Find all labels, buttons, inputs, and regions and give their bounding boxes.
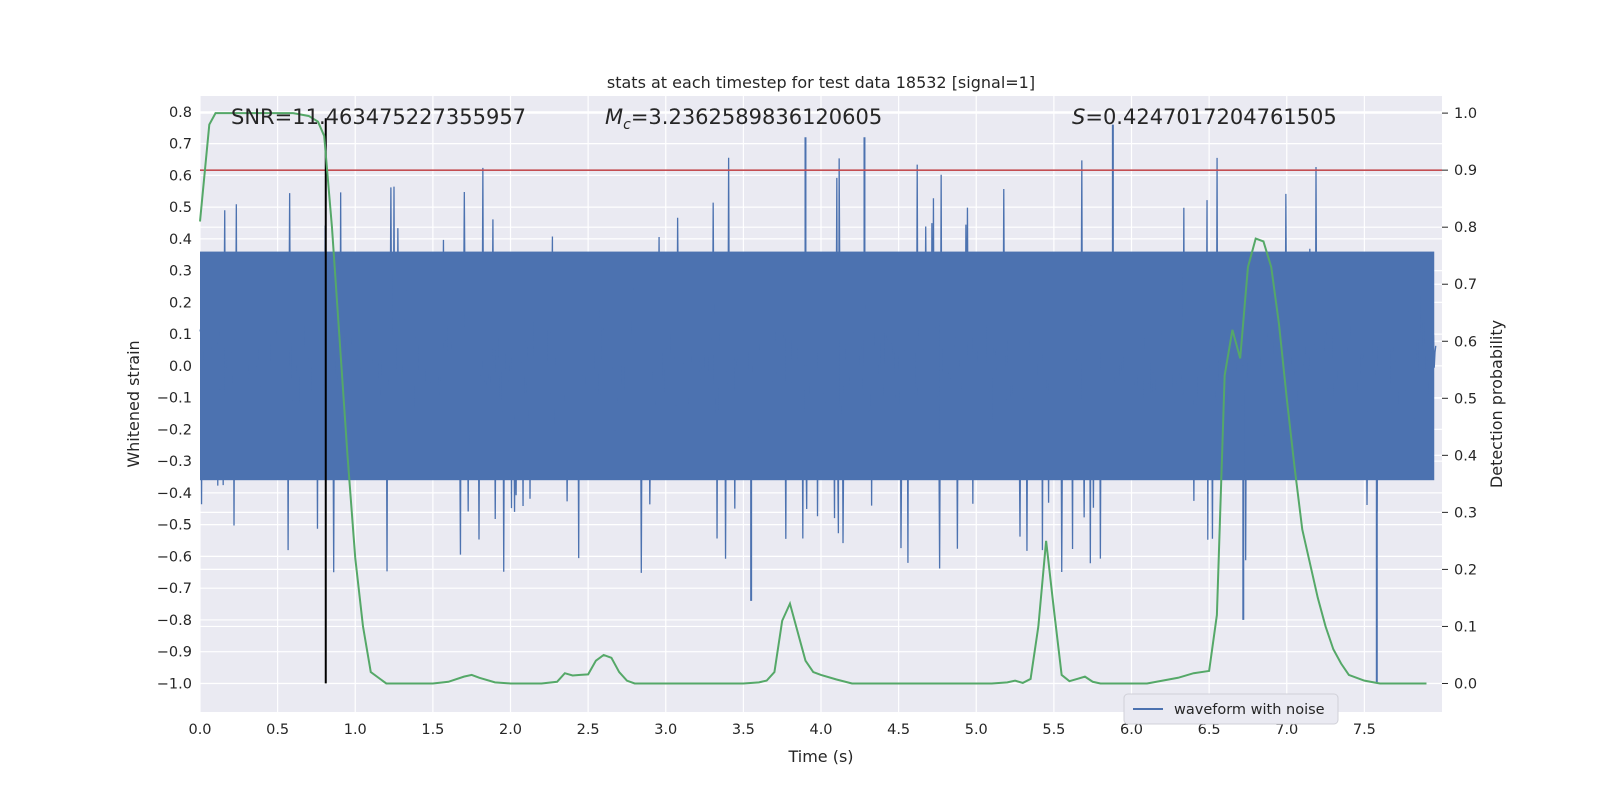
right-y-tick-label: 0.3	[1454, 505, 1477, 521]
left-y-tick-label: −0.6	[157, 549, 192, 565]
x-tick-label: 2.5	[577, 722, 600, 738]
chirp-mass-value: =3.2362589836120605	[631, 105, 882, 129]
x-axis-label: Time (s)	[787, 747, 853, 766]
x-tick-label: 4.5	[887, 722, 910, 738]
x-tick-label: 0.5	[266, 722, 289, 738]
x-tick-label: 0.0	[188, 722, 211, 738]
right-y-tick-label: 0.6	[1454, 334, 1477, 350]
chirp-mass-subscript: c	[623, 117, 631, 133]
x-tick-label: 7.5	[1353, 722, 1376, 738]
chirp-mass-symbol: M	[605, 105, 623, 129]
left-y-tick-label: 0.6	[169, 168, 192, 184]
x-tick-label: 5.5	[1042, 722, 1065, 738]
left-y-tick-label: 0.3	[169, 264, 192, 280]
probability-series	[199, 112, 1427, 685]
overlay-lines	[200, 118, 1442, 684]
x-tick-label: 3.0	[654, 722, 677, 738]
x-tick-label: 4.0	[809, 722, 832, 738]
statistic-value: =0.4247017204761505	[1085, 105, 1336, 129]
left-y-tick-label: −0.7	[157, 581, 192, 597]
left-y-axis-label: Whitened strain	[124, 340, 143, 467]
left-y-tick-label: 0.0	[169, 359, 192, 375]
waveform-line	[199, 157, 1437, 573]
right-y-axis-label: Detection probability	[1487, 320, 1506, 488]
left-y-tick-label: −0.8	[157, 613, 192, 629]
right-y-tick-label: 0.5	[1454, 391, 1477, 407]
right-y-tick-label: 0.2	[1454, 562, 1477, 578]
x-tick-label: 6.5	[1198, 722, 1221, 738]
left-y-tick-label: −0.4	[157, 486, 192, 502]
x-tick-label: 3.5	[732, 722, 755, 738]
x-tick-label: 6.0	[1120, 722, 1143, 738]
right-y-tick-label: 0.1	[1454, 619, 1477, 635]
right-y-tick-label: 1.0	[1454, 106, 1477, 122]
left-y-tick-label: −0.2	[157, 422, 192, 438]
left-y-tick-label: 0.5	[169, 200, 192, 216]
left-y-tick-label: 0.8	[169, 105, 192, 121]
legend-box	[1123, 693, 1339, 725]
left-y-tick-label: 0.2	[169, 295, 192, 311]
left-y-tick-label: −0.1	[157, 391, 192, 407]
left-y-axis-ticks: 0.8 0.7 0.6 0.5 0.4 0.3 0.2 0.1 0.0 −0.1 −0.2 −0.3 −…	[157, 105, 192, 693]
x-tick-label: 5.0	[965, 722, 988, 738]
right-y-tick-label: 0.0	[1454, 676, 1477, 692]
left-y-tick-label: 0.1	[169, 327, 192, 343]
left-y-tick-label: 0.4	[169, 232, 192, 248]
left-y-tick-label: −0.3	[157, 454, 192, 470]
left-y-tick-label: 0.7	[169, 137, 192, 153]
legend: waveform with noise	[1123, 693, 1339, 725]
left-y-tick-label: −0.9	[157, 645, 192, 661]
chart-title: stats at each timestep for test data 185…	[607, 73, 1035, 92]
x-tick-label: 7.0	[1275, 722, 1298, 738]
right-y-tick-label: 0.4	[1454, 448, 1477, 464]
left-y-tick-label: −1.0	[157, 676, 192, 692]
right-y-axis-ticks: 1.0 0.9 0.8 0.7 0.6 0.5 0.4 0.3 0.2 0.1 0.0	[1442, 106, 1477, 692]
x-tick-label: 1.5	[421, 722, 444, 738]
detection-probability-line	[199, 112, 1427, 685]
right-y-tick-label: 0.9	[1454, 163, 1477, 179]
left-y-tick-label: −0.5	[157, 518, 192, 534]
chirp-mass-annotation: Mc=3.2362589836120605	[605, 105, 882, 133]
statistic-symbol: S	[1072, 105, 1085, 129]
right-y-tick-label: 0.7	[1454, 277, 1477, 293]
snr-annotation: SNR=11.463475227355957	[231, 105, 526, 129]
x-axis-ticks: 0.0 0.5 1.0 1.5 2.0 2.5 3.0 3.5 4.0 4.5 5.0 5.5 6.0 6…	[188, 722, 1375, 738]
statistic-annotation: S=0.4247017204761505	[1072, 105, 1337, 129]
waveform-series	[199, 124, 1437, 684]
legend-label: waveform with noise	[1174, 702, 1325, 718]
x-tick-label: 2.0	[499, 722, 522, 738]
x-tick-label: 1.0	[344, 722, 367, 738]
right-y-tick-label: 0.8	[1454, 220, 1477, 236]
